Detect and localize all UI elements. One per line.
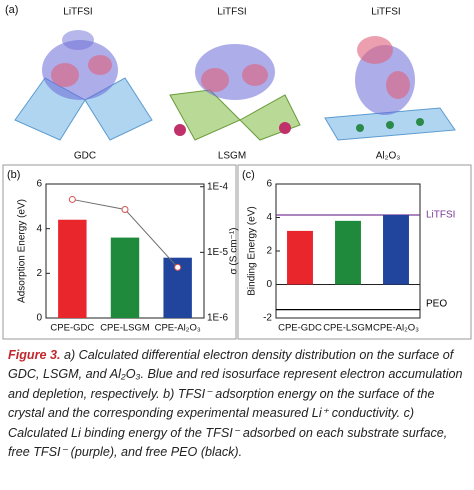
- structure-lsgm: [169, 44, 301, 141]
- y-tick-label: 2: [266, 246, 272, 257]
- y-tick-label: 4: [36, 223, 42, 234]
- reference-label: LiTFSI: [426, 210, 455, 221]
- y-tick-label: 0: [266, 279, 272, 290]
- x-tick-label: CPE-GDC: [278, 323, 322, 334]
- y-axis-label: Binding Energy (eV): [247, 206, 258, 296]
- y-tick-label: 2: [36, 268, 42, 279]
- bar: [383, 214, 409, 285]
- molecule-label: LiTFSI: [217, 7, 246, 18]
- y-tick-label: 0: [36, 313, 42, 324]
- x-tick-label: CPE-LSGM: [100, 323, 150, 334]
- substrate-label: GDC: [74, 151, 96, 162]
- y-tick-label: 6: [36, 179, 42, 190]
- panel-frame: [2, 164, 237, 340]
- panel-label: (a): [5, 4, 18, 16]
- x-tick-label: CPE-Al₂O₃: [373, 323, 419, 334]
- y2-tick-label: 1E-5: [207, 247, 229, 258]
- panel-label: (c): [242, 169, 255, 181]
- panel-label: (b): [7, 169, 20, 181]
- y-axis-label: Adsorption Energy (eV): [17, 199, 28, 303]
- y-tick-label: 4: [266, 212, 272, 223]
- x-tick-label: CPE-LSGM: [323, 323, 373, 334]
- bar: [287, 230, 313, 285]
- x-tick-label: CPE-Al₂O₃: [155, 323, 201, 334]
- bar: [58, 219, 87, 318]
- reference-label: PEO: [426, 298, 447, 309]
- caption-text: a) Calculated differential electron dens…: [8, 348, 463, 460]
- point: [174, 263, 182, 271]
- y2-tick-label: 1E-6: [207, 313, 229, 324]
- figure: (a) LiTFSI LiTFSI LiTFSI GDC LSGM Al₂O₃ …: [2, 4, 472, 340]
- y-tick-label: -2: [263, 313, 272, 324]
- panel-frame: [237, 164, 472, 340]
- x-tick-label: CPE-GDC: [50, 323, 94, 334]
- substrate-label: LSGM: [218, 151, 246, 162]
- substrate-label: Al₂O₃: [376, 151, 401, 162]
- y2-tick-label: 1E-4: [207, 181, 229, 192]
- point: [121, 205, 129, 213]
- bar: [335, 220, 361, 285]
- molecule-label: LiTFSI: [63, 7, 92, 18]
- structure-gdc: [14, 30, 153, 141]
- y2-axis-label: σ (S cm⁻¹): [229, 228, 240, 275]
- caption: Figure 3. a) Calculated differential ele…: [8, 346, 466, 462]
- bar: [110, 237, 140, 318]
- molecule-label: LiTFSI: [371, 7, 400, 18]
- structure-al2o3: [324, 36, 456, 141]
- point: [68, 195, 76, 203]
- caption-label: Figure 3.: [8, 348, 61, 362]
- y-tick-label: 6: [266, 179, 272, 190]
